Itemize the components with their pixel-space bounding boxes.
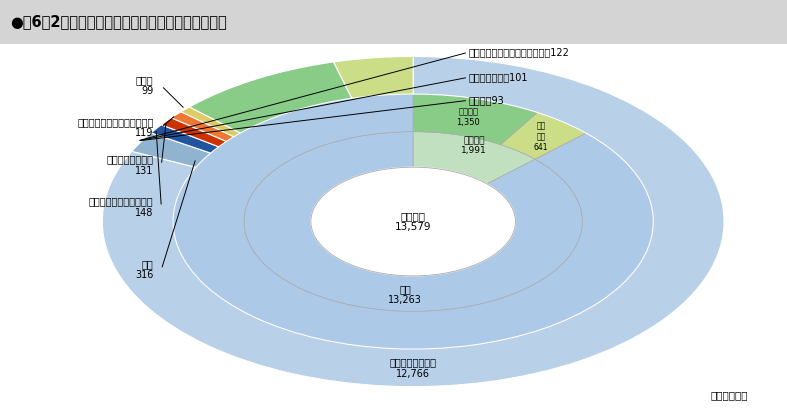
- Text: その他
99: その他 99: [136, 75, 153, 97]
- Wedge shape: [334, 56, 413, 98]
- Wedge shape: [102, 56, 724, 387]
- Text: レクリエーション参加中
148: レクリエーション参加中 148: [89, 196, 153, 218]
- Wedge shape: [181, 107, 240, 137]
- Wedge shape: [244, 132, 582, 311]
- Circle shape: [311, 167, 515, 276]
- Text: 退勤
途上
641: 退勤 途上 641: [534, 122, 549, 152]
- Wedge shape: [131, 133, 211, 167]
- Wedge shape: [190, 62, 352, 133]
- Wedge shape: [413, 94, 538, 145]
- Text: 自己の職務遂行中
12,766: 自己の職務遂行中 12,766: [390, 357, 437, 379]
- Text: 出退勤途上（公務上のもの）
119: 出退勤途上（公務上のもの） 119: [77, 117, 153, 138]
- Text: ●図6－2　公務災害及び通勤災害の事由別認定件数: ●図6－2 公務災害及び通勤災害の事由別認定件数: [10, 14, 227, 29]
- FancyBboxPatch shape: [0, 0, 787, 44]
- Text: 公務災害
13,579: 公務災害 13,579: [395, 211, 431, 232]
- Text: 出張又は赴任途上
131: 出張又は赴任途上 131: [106, 154, 153, 176]
- Wedge shape: [161, 118, 227, 147]
- Wedge shape: [172, 112, 234, 141]
- Text: （単位：件）: （単位：件）: [710, 390, 748, 400]
- Text: 負傷
13,263: 負傷 13,263: [388, 284, 423, 306]
- Text: 肝炎（伝染性）101: 肝炎（伝染性）101: [468, 72, 528, 82]
- Text: 出勤途上
1,350: 出勤途上 1,350: [456, 107, 480, 127]
- Text: 通勤災害
1,991: 通勤災害 1,991: [461, 136, 487, 155]
- Text: 公務上の負傷に起因する疾病　122: 公務上の負傷に起因する疾病 122: [468, 47, 569, 57]
- Wedge shape: [413, 132, 535, 184]
- Wedge shape: [173, 94, 653, 349]
- Wedge shape: [151, 125, 219, 153]
- Text: その他　93: その他 93: [468, 95, 504, 105]
- Wedge shape: [501, 112, 586, 159]
- Text: 疾病
316: 疾病 316: [135, 259, 153, 280]
